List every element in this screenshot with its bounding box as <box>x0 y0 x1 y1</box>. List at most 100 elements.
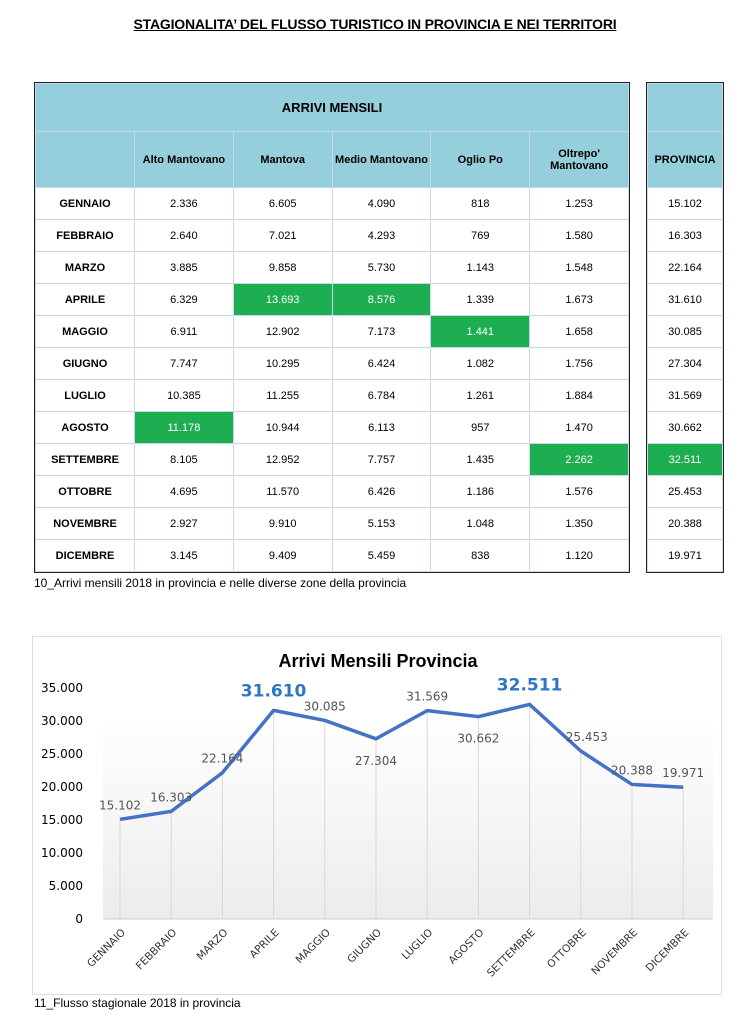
value-cell: 2.336 <box>134 187 234 220</box>
value-cell: 1.658 <box>529 315 629 348</box>
value-cell: 4.090 <box>331 187 432 220</box>
provincia-row: 30.085 <box>647 315 723 348</box>
value-cell: 1.120 <box>529 539 629 572</box>
value-cell: 957 <box>430 411 531 444</box>
provincia-cell: 20.388 <box>647 507 723 540</box>
x-tick-label: AGOSTO <box>446 927 486 967</box>
value-cell: 5.153 <box>331 507 432 540</box>
provincia-cell: 27.304 <box>647 347 723 380</box>
value-cell: 3.885 <box>134 251 234 284</box>
value-cell: 7.173 <box>331 315 432 348</box>
value-cell: 6.605 <box>232 187 333 220</box>
value-cell: 1.143 <box>430 251 531 284</box>
value-cell: 10.944 <box>232 411 333 444</box>
value-cell: 3.145 <box>134 539 234 572</box>
value-cell: 6.113 <box>331 411 432 444</box>
value-cell: 1.253 <box>529 187 629 220</box>
x-tick-label: GIUGNO <box>345 927 384 966</box>
x-tick-label: NOVEMBRE <box>589 927 640 978</box>
value-cell: 1.339 <box>430 283 531 316</box>
value-cell: 6.424 <box>331 347 432 380</box>
provincia-row: 32.511 <box>647 443 723 476</box>
table-row: MAGGIO 6.911 12.902 7.173 1.441 1.658 <box>35 315 629 348</box>
value-cell: 6.911 <box>134 315 234 348</box>
value-cell: 1.576 <box>529 475 629 508</box>
provincia-row: 20.388 <box>647 507 723 540</box>
value-cell: 10.295 <box>232 347 333 380</box>
provincia-row: 31.610 <box>647 283 723 316</box>
month-label: MARZO <box>35 251 135 284</box>
value-cell: 1.884 <box>529 379 629 412</box>
provincia-row: 16.303 <box>647 219 723 252</box>
page-title: STAGIONALITA’ DEL FLUSSO TURISTICO IN PR… <box>133 16 617 32</box>
month-label: MAGGIO <box>35 315 135 348</box>
data-label: 27.304 <box>355 754 397 768</box>
y-tick-label: 15.000 <box>41 813 83 827</box>
provincia-table: PROVINCIA 15.102 16.303 22.164 31.610 30.085… <box>646 82 724 573</box>
x-tick-label: APRILE <box>247 927 281 961</box>
value-cell: 838 <box>430 539 531 572</box>
value-cell: 9.858 <box>232 251 333 284</box>
y-tick-label: 30.000 <box>41 714 83 728</box>
provincia-cell: 31.610 <box>647 283 723 316</box>
table-row: DICEMBRE 3.145 9.409 5.459 838 1.120 <box>35 539 629 572</box>
data-label: 30.085 <box>304 699 346 713</box>
value-cell: 6.329 <box>134 283 234 316</box>
data-label: 30.662 <box>457 732 499 746</box>
table-row: AGOSTO 11.178 10.944 6.113 957 1.470 <box>35 411 629 444</box>
column-header: Oglio Po <box>430 131 531 188</box>
x-tick-label: OTTOBRE <box>545 927 589 971</box>
regional-arrivals-table: ARRIVI MENSILI Alto Mantovano Mantova Medi… <box>34 82 630 573</box>
value-cell: 13.693 <box>232 283 333 316</box>
data-label: 31.610 <box>241 681 307 701</box>
data-label: 19.971 <box>662 766 704 780</box>
table-row: LUGLIO 10.385 11.255 6.784 1.261 1.884 <box>35 379 629 412</box>
value-cell: 8.576 <box>331 283 432 316</box>
provincia-cell: 25.453 <box>647 475 723 508</box>
chart-caption: 11_Flusso stagionale 2018 in provincia <box>34 996 241 1010</box>
value-cell: 9.910 <box>232 507 333 540</box>
table-row: FEBBRAIO 2.640 7.021 4.293 769 1.580 <box>35 219 629 252</box>
table-row: OTTOBRE 4.695 11.570 6.426 1.186 1.576 <box>35 475 629 508</box>
table-caption: 10_Arrivi mensili 2018 in provincia e ne… <box>34 576 407 590</box>
x-tick-label: FEBBRAIO <box>134 927 180 973</box>
x-tick-label: MAGGIO <box>294 927 333 966</box>
value-cell: 1.441 <box>430 315 531 348</box>
x-tick-label: MARZO <box>194 927 230 963</box>
value-cell: 12.952 <box>232 443 333 476</box>
value-cell: 6.426 <box>331 475 432 508</box>
data-label: 16.303 <box>150 790 192 804</box>
data-label: 32.511 <box>497 675 563 695</box>
month-label: LUGLIO <box>35 379 135 412</box>
column-header: Medio Mantovano <box>331 131 432 188</box>
month-label: AGOSTO <box>35 411 135 444</box>
y-tick-label: 10.000 <box>41 846 83 860</box>
value-cell: 818 <box>430 187 531 220</box>
table-header: ARRIVI MENSILI <box>35 83 629 132</box>
value-cell: 1.580 <box>529 219 629 252</box>
value-cell: 5.730 <box>331 251 432 284</box>
month-label: GIUGNO <box>35 347 135 380</box>
y-tick-label: 25.000 <box>41 747 83 761</box>
x-tick-label: LUGLIO <box>400 927 436 963</box>
table-row: GIUGNO 7.747 10.295 6.424 1.082 1.756 <box>35 347 629 380</box>
provincia-cell: 22.164 <box>647 251 723 284</box>
value-cell: 1.261 <box>430 379 531 412</box>
column-header: Oltrepo' Mantovano <box>529 131 629 188</box>
value-cell: 8.105 <box>134 443 234 476</box>
value-cell: 1.470 <box>529 411 629 444</box>
value-cell: 4.695 <box>134 475 234 508</box>
value-cell: 1.548 <box>529 251 629 284</box>
y-tick-label: 0 <box>75 912 83 926</box>
data-label: 22.164 <box>201 752 243 766</box>
provincia-row: 15.102 <box>647 187 723 220</box>
provincia-row: 19.971 <box>647 539 723 572</box>
provincia-row: 27.304 <box>647 347 723 380</box>
corner-cell <box>35 131 135 188</box>
value-cell: 5.459 <box>331 539 432 572</box>
data-label: 25.453 <box>566 730 608 744</box>
value-cell: 11.178 <box>134 411 234 444</box>
month-label: APRILE <box>35 283 135 316</box>
value-cell: 2.640 <box>134 219 234 252</box>
provincia-cell: 31.569 <box>647 379 723 412</box>
